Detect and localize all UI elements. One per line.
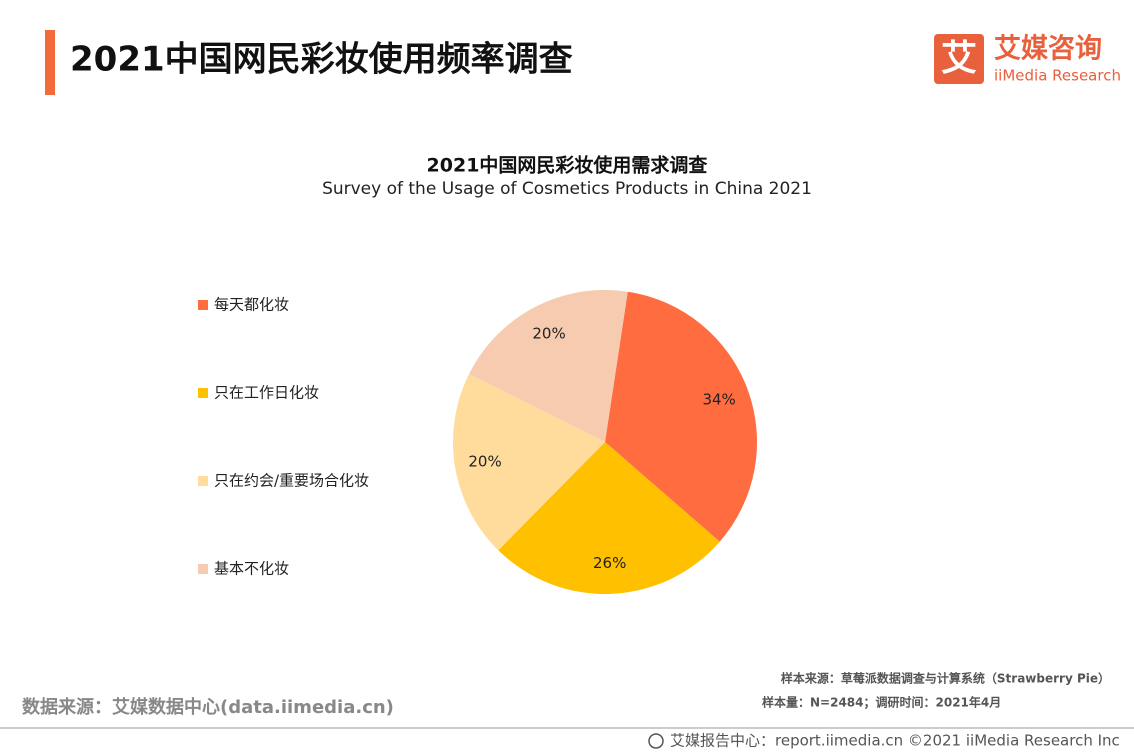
legend-label: 只在工作日化妆	[214, 384, 319, 402]
pie-slice	[605, 291, 757, 542]
data-label: 20%	[468, 452, 501, 470]
page-title: 2021中国网民彩妆使用频率调查	[70, 40, 573, 80]
legend-swatch	[198, 388, 208, 398]
data-label: 26%	[593, 554, 626, 572]
pie-slice	[469, 289, 628, 442]
logo-sub: iiMedia Research	[994, 67, 1121, 85]
sample-source: 样本来源：草莓派数据调查与计算系统（Strawberry Pie）	[781, 671, 1110, 686]
globe-icon	[648, 733, 664, 749]
legend-swatch	[198, 300, 208, 310]
data-label: 20%	[532, 325, 565, 343]
sample-size: 样本量：N=2484；调研时间：2021年4月	[762, 695, 1001, 710]
logo-icon: 艾	[941, 38, 977, 79]
legend-label: 基本不化妆	[214, 560, 289, 578]
report-site: 艾媒报告中心：report.iimedia.cn ©2021 iiMedia R…	[670, 732, 1120, 750]
legend-label: 只在约会/重要场合化妆	[214, 472, 369, 490]
pie-slice	[498, 442, 720, 595]
pie-slice	[452, 373, 605, 551]
legend-swatch	[198, 564, 208, 574]
data-source: 数据来源：艾媒数据中心(data.iimedia.cn)	[22, 696, 394, 718]
data-label: 34%	[702, 391, 735, 409]
logo-name: 艾媒咨询	[994, 33, 1102, 65]
legend-label: 每天都化妆	[214, 296, 289, 314]
chart-title: 2021中国网民彩妆使用需求调查	[427, 154, 709, 177]
legend-swatch	[198, 476, 208, 486]
logo-box	[934, 34, 984, 84]
chart-subtitle: Survey of the Usage of Cosmetics Product…	[322, 179, 812, 199]
title-bar	[45, 30, 55, 95]
